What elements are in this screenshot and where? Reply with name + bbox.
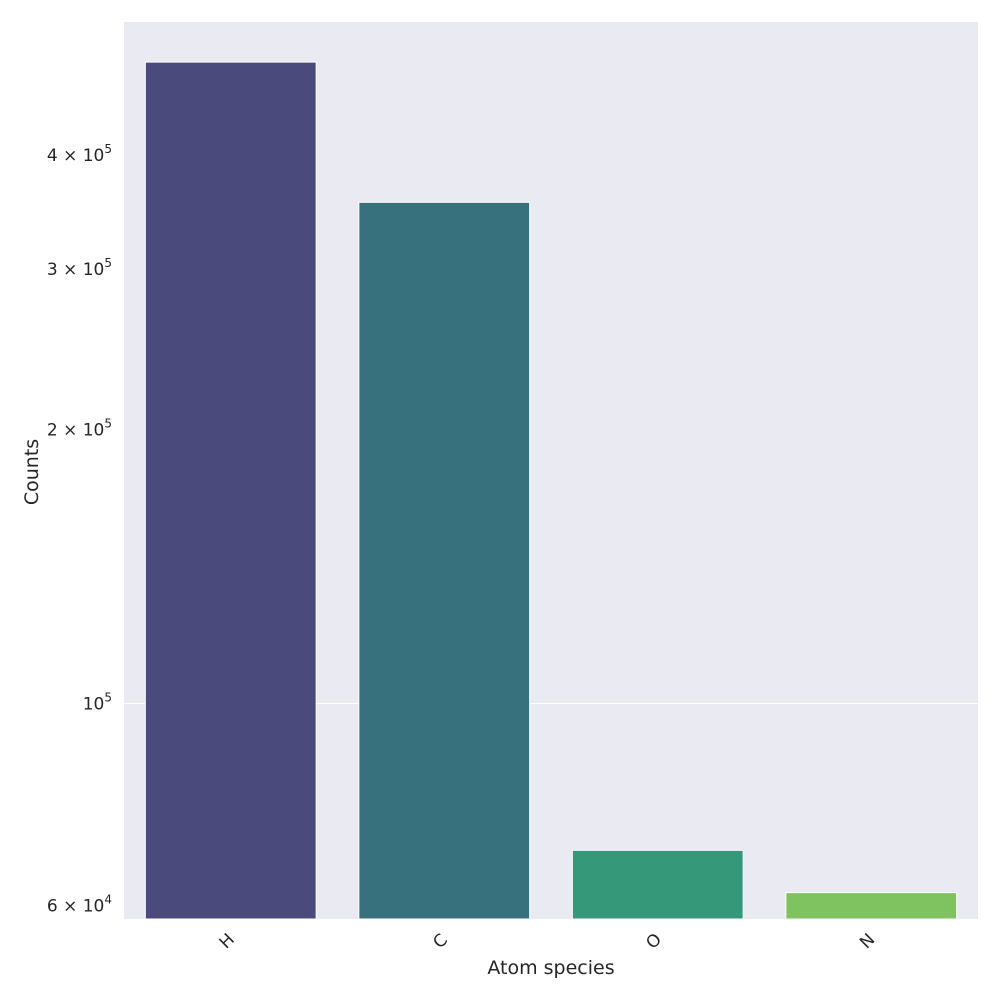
y-tick-label: 2 × 105 [47,416,112,440]
y-axis-label: Counts [21,439,43,505]
y-tick-label: 105 [83,691,112,715]
y-tick-labels: 6 × 104 105 2 × 105 3 × 105 4 × 105 [47,142,112,916]
x-tick-label: C [429,930,452,953]
bar-h [144,61,317,920]
x-tick-label: O [642,930,666,954]
bar-n [785,892,958,920]
bar-c [358,201,531,920]
y-tick-label: 4 × 105 [47,142,112,166]
x-tick-label: N [856,930,879,953]
x-tick-label: H [216,930,239,953]
y-tick-label: 6 × 104 [47,893,112,917]
bars [144,61,958,920]
x-axis-label: Atom species [487,957,614,979]
y-tick-label: 3 × 105 [47,256,112,280]
bar-o [571,849,744,920]
